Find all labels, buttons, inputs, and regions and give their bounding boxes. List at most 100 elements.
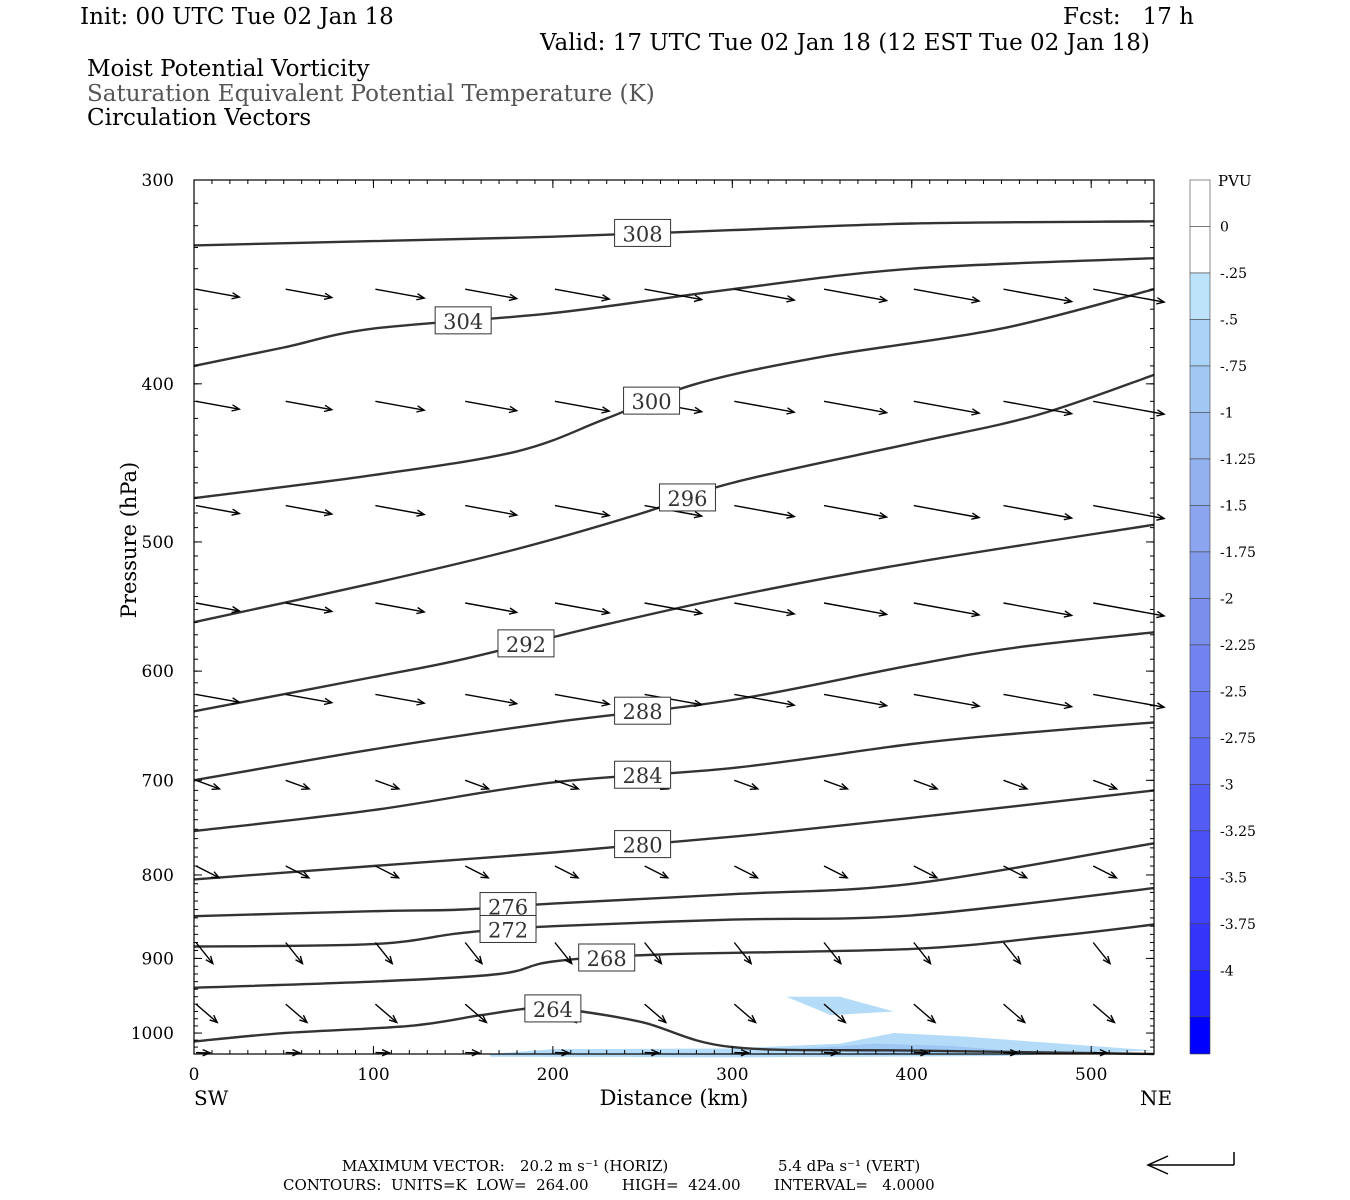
y-tick-label: 800 [142, 866, 174, 886]
circulation-vector [285, 288, 332, 299]
colorbar-label: -2 [1220, 591, 1234, 607]
circulation-vector-head [508, 293, 519, 302]
contour-label-box-288 [614, 696, 672, 725]
circulation-vector [465, 602, 517, 614]
circulation-vector [554, 693, 610, 705]
colorbar-swatch [1189, 365, 1211, 413]
circulation-vector [823, 400, 887, 414]
circulation-vector-head [323, 697, 334, 706]
colorbar-label: -4 [1220, 963, 1234, 979]
circulation-vector-head [928, 871, 939, 879]
circulation-vector [733, 1003, 757, 1023]
y-tick-label: 700 [142, 771, 174, 791]
colorbar-label: -1.25 [1220, 452, 1256, 468]
circulation-vector-head [231, 697, 242, 705]
circulation-vector [734, 693, 795, 706]
reference-vector-arrow [1146, 1152, 1235, 1175]
circulation-vector-head [740, 1048, 751, 1057]
circulation-vector [554, 779, 579, 790]
y-tick-label: 500 [142, 533, 174, 553]
contour-288 [193, 631, 1155, 782]
circulation-vector [1003, 602, 1072, 617]
colorbar-label: -2.75 [1220, 731, 1256, 747]
colorbar-label: -.25 [1220, 266, 1247, 282]
x-tick-label: 500 [1075, 1065, 1107, 1085]
circulation-vector [913, 693, 980, 707]
y-tick-label: 900 [142, 949, 174, 969]
circulation-vector-head [474, 955, 484, 965]
circulation-vector [285, 1003, 308, 1023]
circulation-vector-head [231, 404, 242, 412]
circulation-vector-head [231, 605, 242, 614]
circulation-vector-head [416, 606, 426, 615]
circulation-vector-head [830, 1048, 840, 1057]
circulation-vector-head [693, 511, 704, 519]
contour-label-box-296 [658, 483, 716, 512]
max-vector-label: MAXIMUM VECTOR: [342, 1157, 505, 1175]
circulation-vector-head [388, 1014, 399, 1024]
circulation-vector [375, 400, 425, 411]
circulation-vector [375, 504, 425, 516]
circulation-vector-head [292, 1048, 302, 1057]
circulation-vector [1003, 1003, 1026, 1023]
contour-284 [193, 721, 1155, 833]
contour-label-268: 268 [587, 947, 627, 971]
circulation-vector-head [786, 608, 796, 617]
circulation-vector-head [209, 1014, 219, 1024]
circulation-vector-head [878, 295, 889, 304]
y-axis-label: Pressure (hPa) [117, 462, 141, 618]
circulation-vector [195, 602, 240, 612]
circulation-vector-head [480, 871, 490, 879]
contour-label-box-308 [614, 218, 672, 247]
circulation-vector [375, 779, 400, 790]
circulation-vector-head [231, 508, 242, 516]
contour-label-box-264 [524, 994, 582, 1023]
colorbar-swatch [1189, 1016, 1211, 1055]
circulation-vector-head [1016, 1014, 1027, 1024]
circulation-vector [734, 504, 795, 518]
circulation-vector-head [480, 782, 491, 790]
circulation-vector [375, 602, 425, 613]
circulation-vector [195, 504, 240, 515]
circulation-vector-head [878, 609, 889, 617]
circulation-vector [375, 865, 399, 879]
circulation-vector-head [971, 408, 981, 416]
circulation-vector [823, 779, 848, 790]
colorbar-label: -1 [1220, 405, 1234, 421]
circulation-vector-head [601, 406, 611, 414]
colorbar-label: -1.75 [1220, 545, 1256, 561]
contour-label-308: 308 [623, 222, 663, 246]
circulation-vector-head [693, 608, 704, 616]
circulation-vector [1003, 400, 1072, 415]
circulation-vector [1093, 693, 1165, 708]
circulation-vector [734, 779, 759, 790]
circulation-vector-head [202, 1048, 212, 1057]
circulation-vector-head [839, 871, 849, 879]
circulation-vector [644, 602, 702, 615]
circulation-vector-head [971, 609, 981, 618]
x-tick-label: 0 [189, 1065, 200, 1085]
circulation-vector-head [1156, 610, 1166, 619]
circulation-vector-head [1156, 702, 1166, 710]
x-tick-label: 400 [896, 1065, 928, 1085]
circulation-vector-head [1102, 955, 1112, 966]
circulation-vector [913, 400, 980, 414]
circulation-vector [464, 1003, 487, 1023]
circulation-vector [1003, 779, 1028, 790]
circulation-vector [913, 942, 932, 965]
circulation-vector [644, 865, 669, 879]
x-tick-label: 200 [537, 1065, 569, 1085]
contour-label-288: 288 [623, 700, 663, 724]
y-tick-label: 400 [142, 375, 174, 395]
circulation-vector-head [971, 296, 981, 304]
circulation-vector [1003, 693, 1072, 708]
circulation-vector-head [786, 295, 796, 303]
circulation-vector-head [471, 1048, 481, 1057]
colorbar-label: -3 [1220, 777, 1234, 793]
circulation-vector-head [657, 1014, 668, 1024]
circulation-vector-head [205, 955, 214, 966]
circulation-vector [554, 504, 610, 517]
circulation-vector-head [211, 782, 222, 790]
max-vector-vert: 5.4 dPa s⁻¹ (VERT) [778, 1157, 921, 1175]
contour-label-264: 264 [533, 998, 573, 1022]
